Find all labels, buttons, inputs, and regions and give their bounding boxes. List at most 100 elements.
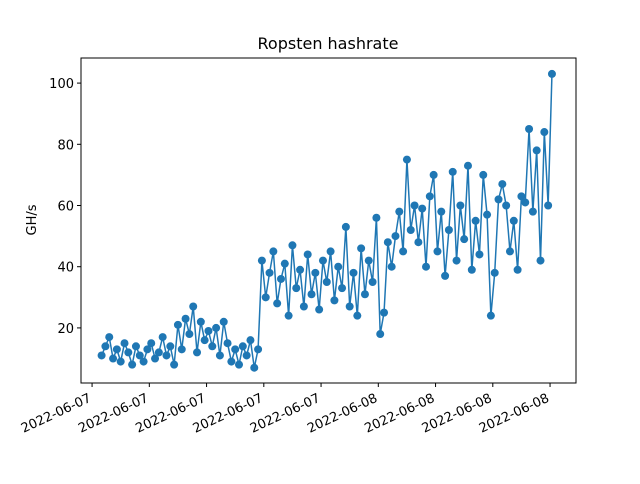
point: [173, 320, 182, 329]
point: [154, 348, 163, 357]
point: [185, 330, 194, 339]
point: [437, 207, 446, 216]
point: [452, 256, 461, 265]
point: [368, 278, 377, 287]
point: [502, 201, 511, 210]
y-tick-label: 60: [57, 200, 74, 215]
point: [116, 357, 125, 366]
point: [467, 265, 476, 274]
point: [235, 360, 244, 369]
point: [131, 342, 140, 351]
point: [414, 238, 423, 247]
point: [97, 351, 106, 360]
point: [513, 265, 522, 274]
point: [483, 210, 492, 219]
point: [246, 336, 255, 345]
y-axis-label: GH/s: [25, 204, 40, 235]
point: [299, 302, 308, 311]
point: [151, 354, 160, 363]
point: [315, 305, 324, 314]
point: [177, 345, 186, 354]
point: [341, 222, 350, 231]
point: [269, 247, 278, 256]
point: [128, 360, 137, 369]
chart-title: Ropsten hashrate: [258, 34, 399, 53]
point: [101, 342, 110, 351]
y-tick-label: 20: [57, 322, 74, 337]
point: [158, 333, 167, 342]
point: [463, 161, 472, 170]
point: [372, 213, 381, 222]
point: [303, 250, 312, 259]
point: [399, 247, 408, 256]
point: [364, 256, 373, 265]
point: [540, 128, 549, 137]
point: [231, 345, 240, 354]
point: [402, 155, 411, 164]
point: [223, 339, 232, 348]
point: [406, 225, 415, 234]
point: [120, 339, 129, 348]
point: [444, 225, 453, 234]
point: [475, 250, 484, 259]
y-tick-label: 40: [57, 261, 74, 276]
point: [147, 339, 156, 348]
point: [525, 124, 534, 133]
point: [265, 268, 274, 277]
point: [349, 268, 358, 277]
point: [208, 342, 217, 351]
point: [200, 336, 209, 345]
point: [517, 192, 526, 201]
y-tick-label: 100: [49, 77, 74, 92]
plot-frame: [80, 57, 577, 384]
point: [322, 278, 331, 287]
point: [391, 232, 400, 241]
point: [547, 69, 556, 78]
point: [505, 247, 514, 256]
point: [433, 247, 442, 256]
point: [215, 351, 224, 360]
point: [212, 323, 221, 332]
point: [296, 265, 305, 274]
point: [227, 357, 236, 366]
point: [353, 311, 362, 320]
point: [219, 317, 228, 326]
point: [280, 259, 289, 268]
point: [238, 342, 247, 351]
point: [536, 256, 545, 265]
point: [193, 348, 202, 357]
point: [490, 268, 499, 277]
point: [395, 207, 404, 216]
point: [196, 317, 205, 326]
point: [479, 170, 488, 179]
point: [441, 271, 450, 280]
point: [532, 146, 541, 155]
point: [544, 201, 553, 210]
point: [109, 354, 118, 363]
point: [189, 302, 198, 311]
point: [509, 216, 518, 225]
point: [166, 342, 175, 351]
point: [242, 351, 251, 360]
point: [422, 262, 431, 271]
point: [486, 311, 495, 320]
point: [273, 299, 282, 308]
point: [330, 296, 339, 305]
point: [112, 345, 121, 354]
point: [418, 204, 427, 213]
point: [105, 333, 114, 342]
point: [357, 244, 366, 253]
point: [360, 290, 369, 299]
point: [383, 238, 392, 247]
point: [254, 345, 263, 354]
point: [135, 351, 144, 360]
point: [288, 241, 297, 250]
point: [471, 216, 480, 225]
point: [376, 330, 385, 339]
point: [170, 360, 179, 369]
point: [425, 192, 434, 201]
point: [460, 235, 469, 244]
point: [380, 308, 389, 317]
point: [292, 284, 301, 293]
